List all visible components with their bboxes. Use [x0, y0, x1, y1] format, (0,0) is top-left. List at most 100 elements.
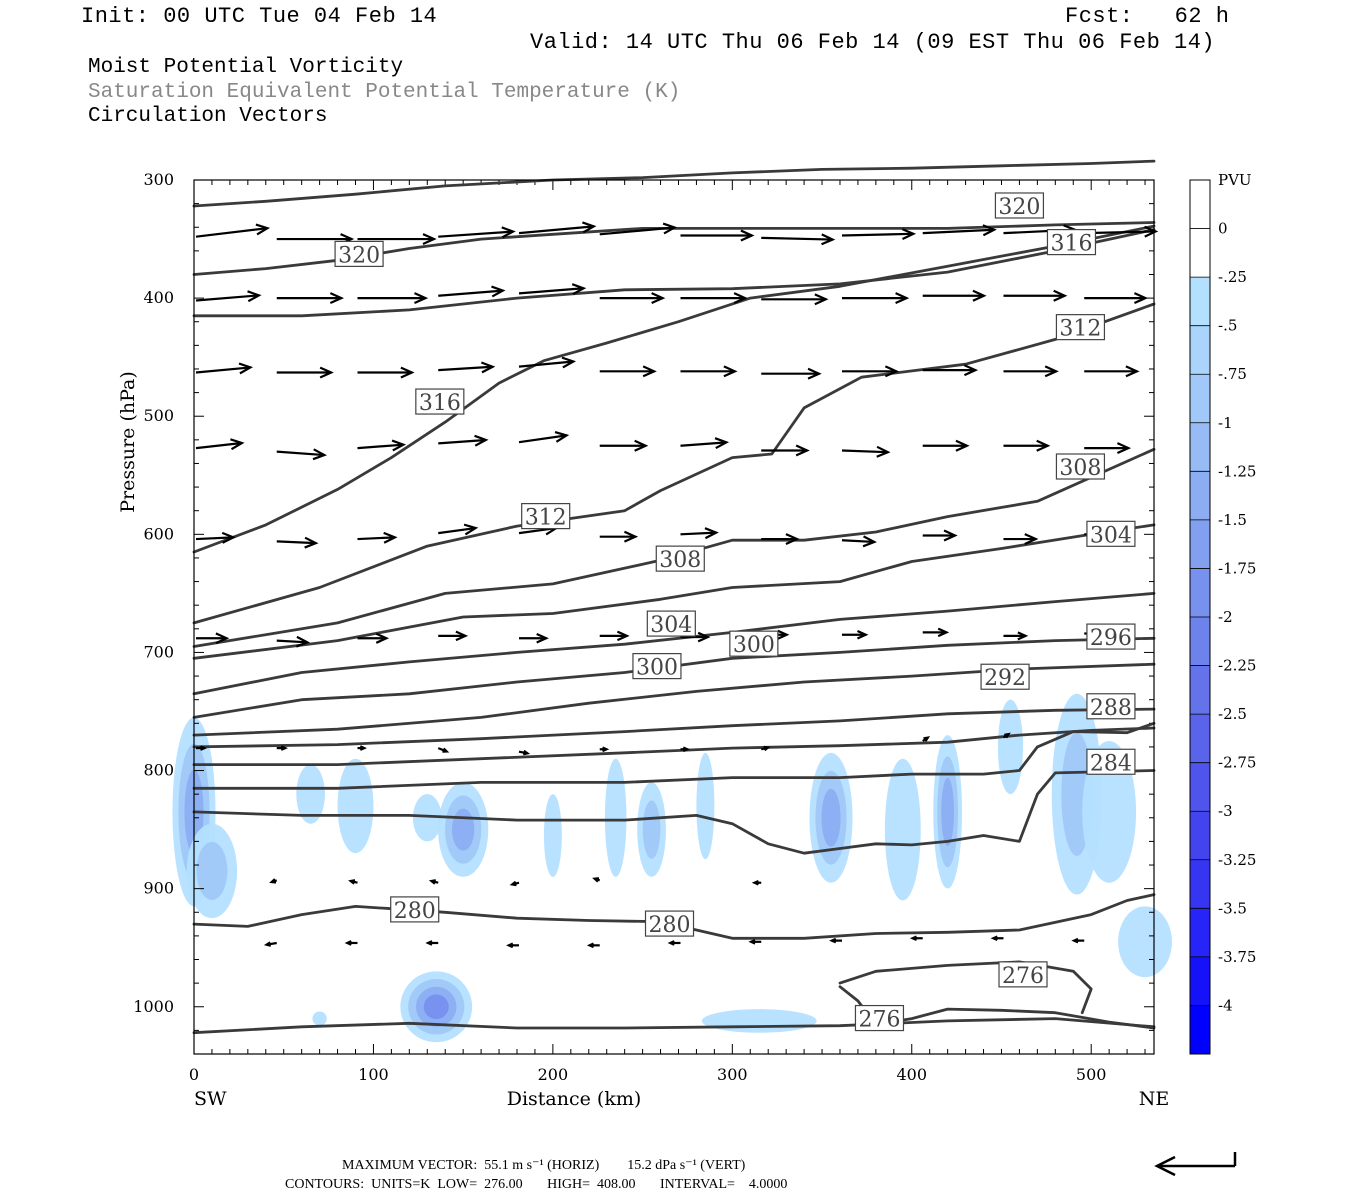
- circulation-vector: [990, 935, 1004, 942]
- vector-head: [751, 879, 759, 886]
- pv-region: [1082, 741, 1137, 883]
- circulation-vector: [1084, 292, 1149, 305]
- colorbar-level-label: -2.75: [1218, 754, 1256, 772]
- y-tick-label: 500: [143, 406, 174, 425]
- pv-region: [941, 777, 955, 846]
- vector-head: [602, 746, 610, 753]
- vector-head: [506, 942, 514, 949]
- contour-label-text: 292: [984, 666, 1026, 691]
- vector-shaft: [922, 228, 995, 235]
- y-tick-label: 600: [143, 524, 174, 543]
- vector-shaft: [357, 536, 395, 541]
- vector-head: [344, 940, 352, 946]
- contour-label: 296: [1086, 623, 1136, 651]
- contour-info-note: CONTOURS: UNITS=K LOW= 276.00 HIGH= 408.…: [285, 1177, 788, 1192]
- vector-head: [400, 366, 415, 379]
- axis-ticks: [193, 179, 1154, 1055]
- contour-label: 308: [655, 545, 705, 573]
- colorbar-level-label: -3.25: [1218, 851, 1256, 869]
- vector-head: [221, 531, 237, 544]
- circulation-vector: [425, 940, 439, 946]
- circulation-vector: [276, 635, 311, 648]
- circulation-vector: [438, 434, 489, 447]
- vector-head: [463, 523, 479, 536]
- contour-label: 276: [998, 961, 1048, 989]
- contour-300: [192, 592, 1156, 696]
- colorbar-level-label: -.75: [1218, 365, 1247, 383]
- circulation-vector: [357, 366, 415, 379]
- contour-label: 280: [644, 910, 695, 938]
- circulation-vector: [1084, 442, 1132, 455]
- vector-head: [280, 745, 288, 751]
- contour-label-text: 320: [998, 195, 1040, 220]
- contour-label-box: [644, 910, 695, 937]
- circulation-vector: [922, 364, 979, 377]
- circulation-vector: [344, 940, 358, 946]
- y-axis-title: Pressure (hPa): [117, 371, 139, 513]
- circulation-vector: [841, 445, 891, 458]
- circulation-vector: [357, 632, 390, 644]
- vector-head: [763, 745, 771, 752]
- circulation-vector: [518, 430, 570, 444]
- theta-es-contours: [192, 159, 1156, 1035]
- vector-head: [923, 736, 931, 742]
- circulation-vectors: [195, 221, 1159, 949]
- vector-shaft: [518, 287, 584, 295]
- vector-head: [474, 434, 489, 447]
- reference-vector-icon: [1154, 1152, 1237, 1177]
- vector-shaft: [1084, 230, 1156, 235]
- vector-head: [428, 879, 436, 885]
- vector-head: [1017, 631, 1029, 641]
- vector-head: [263, 941, 272, 947]
- vector-head: [909, 935, 917, 942]
- colorbar-unit: PVU: [1218, 171, 1252, 189]
- contour-label: 316: [1046, 228, 1097, 257]
- vector-head: [414, 292, 429, 305]
- circulation-vector: [760, 745, 771, 752]
- colorbar-level-label: -4: [1218, 996, 1233, 1014]
- vector-head: [1053, 289, 1068, 302]
- colorbar-swatch: [1190, 568, 1210, 618]
- contour-label-text: 276: [858, 1008, 900, 1033]
- circulation-vector: [599, 530, 639, 543]
- x-tick-label: 200: [538, 1065, 569, 1084]
- vector-head: [501, 226, 516, 239]
- circulation-vector: [263, 941, 277, 947]
- circulation-vector: [269, 878, 278, 884]
- circulation-vector: [276, 292, 345, 305]
- vector-head: [943, 529, 958, 542]
- colorbar-swatch: [1190, 811, 1210, 861]
- vector-head: [682, 746, 690, 753]
- pv-colorbar: PVU 0 -.25 -.5 -.75 -1 -1.25 -1.5 -1.75 -2 -2.25 -2…: [1189, 171, 1256, 1055]
- vector-head: [667, 940, 675, 946]
- vector-head: [304, 536, 319, 549]
- contour-label: 320: [994, 192, 1045, 220]
- vector-head: [561, 356, 577, 369]
- colorbar-level-label: -2: [1218, 608, 1233, 626]
- contour-284: [192, 721, 1156, 790]
- x-left-label: SW: [194, 1088, 227, 1110]
- y-tick-label: 300: [143, 170, 174, 189]
- vector-head: [651, 292, 666, 305]
- vector-head: [616, 630, 630, 642]
- circulation-vector: [599, 222, 678, 236]
- circulation-vector: [428, 879, 439, 885]
- circulation-vector: [1084, 225, 1159, 238]
- vector-shaft: [276, 639, 308, 644]
- vector-shaft: [518, 360, 574, 368]
- vector-head: [480, 361, 496, 374]
- vector-head: [348, 879, 356, 885]
- vector-shaft: [518, 225, 594, 235]
- circulation-vector: [195, 438, 245, 451]
- vector-head: [876, 445, 891, 458]
- circulation-vector: [761, 293, 829, 306]
- vector-head: [255, 223, 271, 236]
- pv-region: [296, 764, 325, 824]
- circulation-vector: [922, 627, 950, 638]
- contour-label: 320: [334, 240, 384, 268]
- vector-shaft: [599, 226, 675, 236]
- vector-head: [582, 221, 597, 234]
- pv-region: [701, 1009, 817, 1033]
- vector-head: [491, 285, 506, 298]
- vector-shaft: [438, 289, 503, 297]
